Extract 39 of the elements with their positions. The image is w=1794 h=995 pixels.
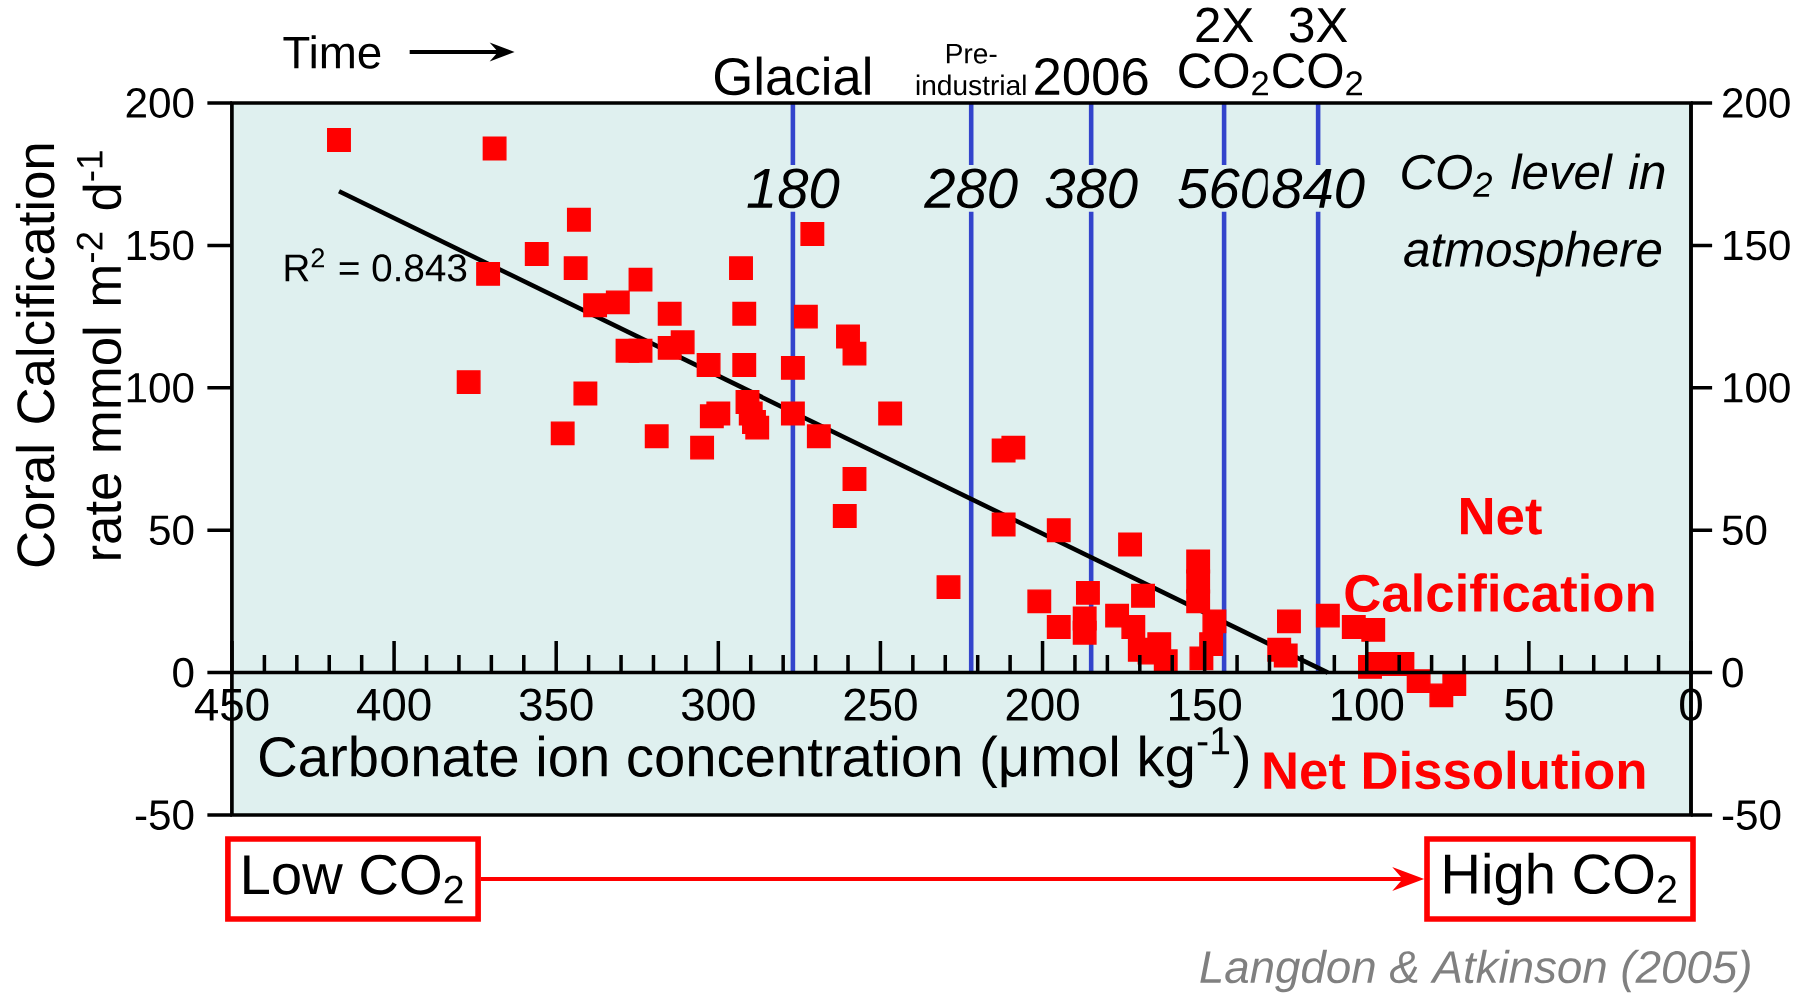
y2-tick-label: 150 — [1724, 230, 1790, 261]
x-tick-label: 200 — [1006, 688, 1079, 721]
y-tick-label: 100 — [127, 372, 194, 403]
annotation: 2006 — [1035, 57, 1148, 96]
text: High CO$_{2}$ — [1445, 852, 1676, 906]
text: Time — [283, 35, 381, 69]
annotation: R$^{2}$ = 0.843 — [285, 248, 467, 282]
x-tick-label: 100 — [1332, 688, 1404, 721]
x-tick-label: 150 — [1170, 688, 1241, 721]
x-tick-label: 300 — [681, 688, 755, 721]
annotation: Glacial — [714, 56, 870, 96]
y-tick-label: 0 — [173, 657, 194, 688]
annotation: 560 — [1178, 168, 1271, 209]
y2-tick-label: 100 — [1724, 372, 1790, 403]
annotation: 840 — [1272, 168, 1365, 209]
y2-tick-label: -50 — [1722, 800, 1781, 830]
y-tick-label: 150 — [127, 230, 194, 261]
annotation: CO$_{2}$ level in atmosphere — [1402, 153, 1665, 277]
y2-tick-label: 200 — [1723, 88, 1790, 118]
text: Langdon & Atkinson (2005) — [1200, 949, 1750, 993]
y-tick-label: 200 — [126, 88, 194, 118]
x-tick-label: 50 — [1505, 688, 1553, 721]
annotation: Net Calcification — [1345, 497, 1654, 613]
y2-tick-label: 0 — [1722, 657, 1743, 688]
annotation: Net Dissolution — [1264, 750, 1645, 790]
y-tick-label: 50 — [149, 515, 194, 546]
x-tick-label: 250 — [844, 688, 917, 721]
x-axis-title: Carbonate ion concentration (μmol kg$^{-1}$) — [259, 727, 1248, 789]
annotation: 2X CO$_{2}$ — [1179, 7, 1268, 96]
x-tick-label: 400 — [357, 688, 431, 721]
annotation: 380 — [1045, 168, 1138, 209]
annotation: 3X CO$_{2}$ — [1273, 7, 1362, 96]
annotation: 280 — [923, 168, 1018, 209]
annotation: Pre-industrial — [916, 44, 1026, 96]
annotation: 180 — [747, 168, 840, 209]
x-tick-label: 350 — [519, 688, 593, 721]
text: Low CO$_{2}$ — [244, 854, 463, 904]
y-tick-label: -50 — [135, 800, 194, 830]
y2-tick-label: 50 — [1722, 515, 1767, 546]
